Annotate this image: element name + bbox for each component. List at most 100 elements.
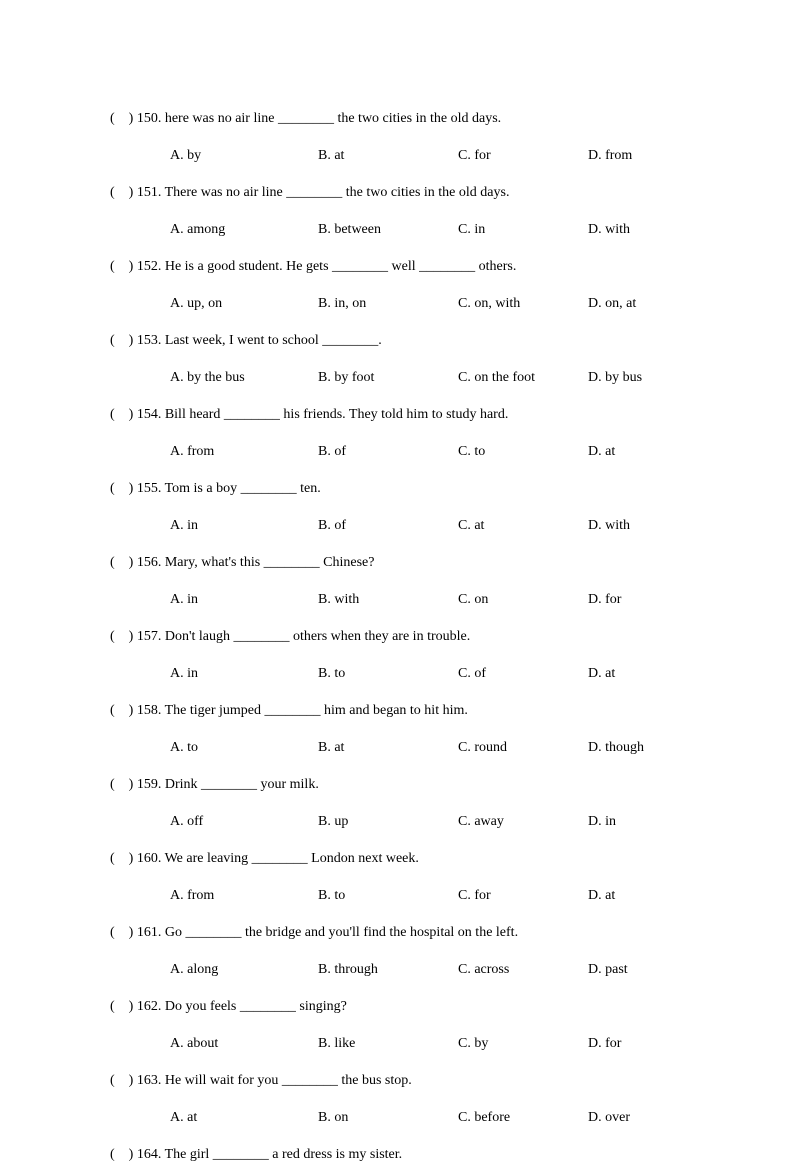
option-a: A. off [170, 811, 318, 832]
question-item: ( ) 156. Mary, what's this ________ Chin… [110, 552, 683, 610]
options-row: A. by the busB. by footC. on the footD. … [170, 367, 683, 388]
options-row: A. fromB. ofC. toD. at [170, 441, 683, 462]
options-row: A. inB. withC. onD. for [170, 589, 683, 610]
question-item: ( ) 161. Go ________ the bridge and you'… [110, 922, 683, 980]
question-line: ( ) 155. Tom is a boy ________ ten. [110, 478, 683, 499]
option-a: A. by the bus [170, 367, 318, 388]
answer-blank: ( ) [110, 922, 137, 943]
question-line: ( ) 158. The tiger jumped ________ him a… [110, 700, 683, 721]
question-stem: The tiger jumped ________ him and began … [165, 703, 468, 718]
question-number: 158 [137, 703, 158, 718]
question-item: ( ) 157. Don't laugh ________ others whe… [110, 626, 683, 684]
question-line: ( ) 159. Drink ________ your milk. [110, 774, 683, 795]
question-item: ( ) 160. We are leaving ________ London … [110, 848, 683, 906]
question-line: ( ) 164. The girl ________ a red dress i… [110, 1144, 683, 1165]
question-number: 160 [137, 851, 158, 866]
option-a: A. about [170, 1033, 318, 1054]
option-d: D. though [588, 737, 644, 758]
question-item: ( ) 152. He is a good student. He gets _… [110, 256, 683, 314]
question-text: 150. here was no air line ________ the t… [137, 108, 683, 129]
option-d: D. at [588, 441, 615, 462]
option-d: D. on, at [588, 293, 636, 314]
question-stem: Mary, what's this ________ Chinese? [165, 555, 375, 570]
question-stem: He is a good student. He gets ________ w… [165, 259, 517, 274]
question-number: 151 [137, 185, 158, 200]
option-b: B. on [318, 1107, 458, 1128]
question-stem: here was no air line ________ the two ci… [165, 111, 501, 126]
question-number: 156 [137, 555, 158, 570]
option-c: C. on, with [458, 293, 588, 314]
question-stem: Bill heard ________ his friends. They to… [165, 407, 509, 422]
question-text: 162. Do you feels ________ singing? [137, 996, 683, 1017]
options-row: A. up, onB. in, onC. on, withD. on, at [170, 293, 683, 314]
question-number: 159 [137, 777, 158, 792]
option-c: C. for [458, 885, 588, 906]
question-text: 163. He will wait for you ________ the b… [137, 1070, 683, 1091]
option-a: A. by [170, 145, 318, 166]
answer-blank: ( ) [110, 256, 137, 277]
question-stem: There was no air line ________ the two c… [165, 185, 510, 200]
option-d: D. for [588, 589, 621, 610]
option-b: B. of [318, 441, 458, 462]
option-c: C. for [458, 145, 588, 166]
question-stem: Go ________ the bridge and you'll find t… [165, 925, 518, 940]
option-c: C. away [458, 811, 588, 832]
option-b: B. to [318, 885, 458, 906]
option-d: D. at [588, 663, 615, 684]
option-c: C. in [458, 219, 588, 240]
question-line: ( ) 160. We are leaving ________ London … [110, 848, 683, 869]
options-row: A. atB. onC. beforeD. over [170, 1107, 683, 1128]
question-number: 163 [137, 1073, 158, 1088]
question-number: 164 [137, 1147, 158, 1162]
option-c: C. by [458, 1033, 588, 1054]
question-text: 158. The tiger jumped ________ him and b… [137, 700, 683, 721]
question-text: 164. The girl ________ a red dress is my… [137, 1144, 683, 1165]
option-b: B. like [318, 1033, 458, 1054]
option-a: A. among [170, 219, 318, 240]
option-d: D. with [588, 515, 630, 536]
options-row: A. inB. toC. ofD. at [170, 663, 683, 684]
options-row: A. toB. atC. roundD. though [170, 737, 683, 758]
question-text: 160. We are leaving ________ London next… [137, 848, 683, 869]
options-row: A. byB. atC. forD. from [170, 145, 683, 166]
question-text: 157. Don't laugh ________ others when th… [137, 626, 683, 647]
question-item: ( ) 155. Tom is a boy ________ ten. A. in… [110, 478, 683, 536]
question-item: ( ) 154. Bill heard ________ his friends… [110, 404, 683, 462]
question-number: 152 [137, 259, 158, 274]
question-line: ( ) 151. There was no air line ________ … [110, 182, 683, 203]
question-line: ( ) 157. Don't laugh ________ others whe… [110, 626, 683, 647]
answer-blank: ( ) [110, 552, 137, 573]
answer-blank: ( ) [110, 848, 137, 869]
option-c: C. on the foot [458, 367, 588, 388]
question-stem: We are leaving ________ London next week… [165, 851, 419, 866]
option-b: B. in, on [318, 293, 458, 314]
question-number: 157 [137, 629, 158, 644]
answer-blank: ( ) [110, 478, 137, 499]
question-item: ( ) 153. Last week, I went to school ___… [110, 330, 683, 388]
option-a: A. along [170, 959, 318, 980]
option-a: A. from [170, 885, 318, 906]
options-row: A. inB. ofC. atD. with [170, 515, 683, 536]
answer-blank: ( ) [110, 700, 137, 721]
options-row: A. amongB. betweenC. inD. with [170, 219, 683, 240]
option-c: C. at [458, 515, 588, 536]
question-text: 156. Mary, what's this ________ Chinese? [137, 552, 683, 573]
question-stem: Last week, I went to school ________. [165, 333, 382, 348]
option-c: C. before [458, 1107, 588, 1128]
answer-blank: ( ) [110, 996, 137, 1017]
option-b: B. with [318, 589, 458, 610]
option-b: B. by foot [318, 367, 458, 388]
option-a: A. from [170, 441, 318, 462]
answer-blank: ( ) [110, 1070, 137, 1091]
option-c: C. of [458, 663, 588, 684]
answer-blank: ( ) [110, 774, 137, 795]
options-row: A. fromB. toC. forD. at [170, 885, 683, 906]
option-d: D. with [588, 219, 630, 240]
question-item: ( ) 163. He will wait for you ________ t… [110, 1070, 683, 1128]
option-b: B. at [318, 145, 458, 166]
option-c: C. round [458, 737, 588, 758]
question-text: 154. Bill heard ________ his friends. Th… [137, 404, 683, 425]
question-item: ( ) 151. There was no air line ________ … [110, 182, 683, 240]
question-line: ( ) 153. Last week, I went to school ___… [110, 330, 683, 351]
options-row: A. aboutB. likeC. byD. for [170, 1033, 683, 1054]
